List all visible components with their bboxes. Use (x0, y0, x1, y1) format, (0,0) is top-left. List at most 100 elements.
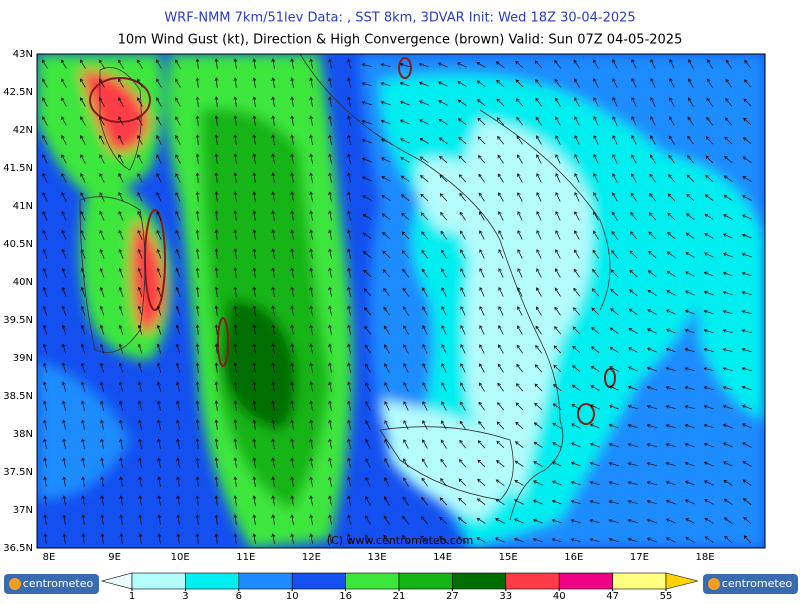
wind-arrow (271, 210, 276, 221)
wind-arrow (650, 135, 656, 145)
wind-arrow (137, 381, 143, 392)
wind-arrow (422, 325, 428, 335)
colorbar-swatch (131, 572, 186, 590)
wind-arrow (646, 366, 657, 372)
wind-arrow (290, 191, 294, 202)
wind-arrow (497, 363, 504, 373)
wind-arrow (684, 366, 695, 372)
wind-arrow (704, 499, 714, 505)
wind-arrow (364, 344, 371, 354)
wind-arrow (61, 116, 67, 126)
wind-arrow (668, 154, 675, 164)
wind-arrow (612, 78, 618, 88)
wind-arrow (684, 290, 695, 296)
wind-arrow (138, 514, 143, 525)
wind-arrow (517, 325, 523, 335)
wind-arrow (195, 267, 200, 278)
wind-arrow (570, 480, 581, 486)
wind-arrow (214, 267, 219, 278)
wind-arrow (80, 210, 86, 221)
wind-arrow (157, 476, 161, 487)
wind-arrow (271, 419, 276, 430)
wind-arrow (422, 363, 428, 373)
wind-arrow (156, 135, 162, 145)
wind-arrow (722, 309, 733, 315)
wind-arrow (571, 365, 581, 372)
wind-arrow (421, 249, 428, 259)
wind-arrow (536, 173, 542, 183)
wind-arrow (271, 381, 276, 392)
wind-arrow (252, 286, 257, 297)
wind-arrow (80, 248, 86, 259)
wind-arrow (61, 343, 67, 354)
lat-label: 42.5N (3, 87, 33, 98)
wind-arrow (570, 461, 581, 467)
wind-arrow (459, 459, 467, 468)
wind-arrow (119, 400, 124, 411)
wind-arrow (290, 77, 294, 88)
wind-arrow (422, 306, 428, 316)
wind-arrow (271, 438, 276, 449)
wind-arrow (364, 307, 372, 316)
wind-arrow (684, 499, 695, 505)
wind-arrow (309, 438, 313, 449)
wind-arrow (688, 78, 694, 88)
map-frame (36, 53, 766, 549)
wind-arrow (422, 287, 428, 297)
wind-arrow (460, 344, 466, 354)
wind-arrow (441, 382, 447, 392)
wind-arrow (402, 535, 410, 544)
wind-arrow (347, 115, 352, 126)
wind-arrow (175, 173, 181, 183)
wind-arrow (119, 533, 124, 544)
wind-arrow (476, 80, 486, 87)
wind-arrow (195, 362, 200, 373)
wind-arrow (665, 366, 676, 372)
wind-arrow (363, 269, 372, 278)
wind-arrow (233, 115, 238, 126)
wind-arrow (157, 533, 162, 544)
lon-label: 17E (630, 552, 649, 563)
wind-arrow (271, 96, 276, 107)
wind-arrow (290, 248, 294, 259)
wind-arrow (61, 229, 67, 240)
wind-arrow (536, 287, 542, 297)
wind-arrow (99, 381, 105, 392)
wind-arrow (401, 231, 410, 240)
wind-arrow (176, 514, 181, 525)
wind-arrow (176, 476, 180, 487)
wind-arrow (138, 457, 142, 468)
wind-arrow (195, 438, 200, 449)
wind-arrow (515, 79, 524, 88)
wind-arrow (233, 248, 238, 259)
wind-arrow (648, 212, 657, 221)
wind-arrow (476, 62, 486, 68)
wind-arrow (195, 400, 200, 411)
wind-arrow (478, 155, 486, 164)
wind-arrow (328, 153, 332, 164)
wind-arrow (553, 345, 562, 354)
wind-arrow (381, 157, 391, 163)
wind-arrow (516, 135, 523, 145)
wind-arrow (421, 268, 428, 278)
wind-arrow (571, 423, 581, 429)
wind-arrow (665, 347, 676, 353)
wind-arrow (175, 381, 181, 392)
wind-arrow (81, 400, 86, 411)
wind-arrow (137, 267, 143, 278)
wind-arrow (309, 324, 313, 335)
wind-arrow (98, 59, 105, 69)
wind-arrow (271, 191, 276, 202)
wind-arrow (252, 457, 257, 468)
wind-arrow (707, 59, 713, 69)
wind-arrow (458, 497, 467, 506)
wind-arrow (419, 138, 429, 144)
wind-arrow (347, 153, 352, 164)
wind-arrow (157, 457, 161, 468)
wind-arrow (535, 97, 542, 107)
wind-arrow (43, 514, 48, 525)
wind-arrow (649, 173, 656, 183)
wind-arrow (555, 135, 561, 145)
wind-arrow (422, 382, 428, 392)
